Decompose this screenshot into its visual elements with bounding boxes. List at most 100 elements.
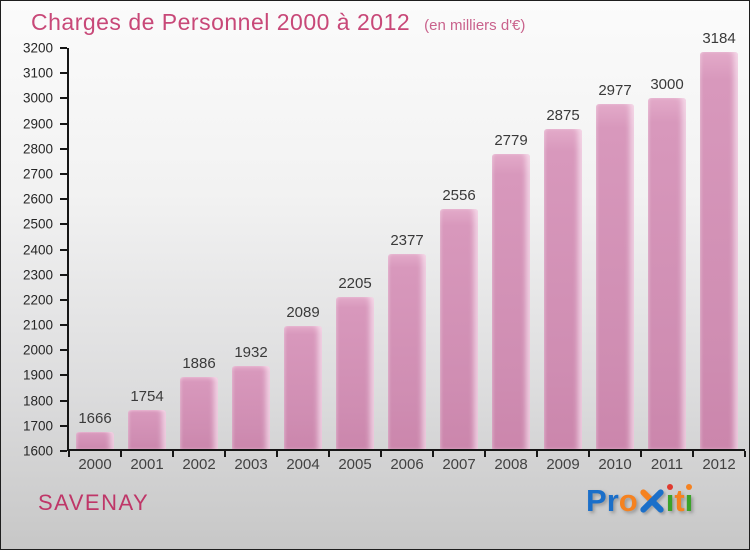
x-axis-label: 2012 (702, 456, 736, 473)
bar-2008 (491, 153, 531, 449)
bar-slot-2003: 1932 2003 (225, 48, 277, 473)
y-axis-tick (60, 399, 67, 402)
bar-slot-2004: 2089 2004 (277, 48, 329, 473)
bar-value-label: 1754 (130, 388, 164, 406)
y-axis-label: 3200 (22, 40, 53, 56)
y-axis-label: 2100 (22, 317, 53, 333)
bar-value-label: 1886 (182, 355, 216, 373)
bar-slot-2009: 2875 2009 (537, 48, 589, 473)
y-axis-label: 2700 (22, 166, 53, 182)
y-axis-label: 2400 (22, 242, 53, 257)
bar-value-label: 2089 (286, 304, 320, 322)
x-axis-label: 2011 (650, 456, 684, 473)
logo-x-icon (640, 489, 664, 513)
bar-2012 (699, 52, 739, 449)
y-axis-tick (60, 374, 67, 377)
bar-value-label: 2205 (338, 275, 372, 293)
bar-slot-2008: 2779 2008 (485, 48, 537, 473)
bar-slot-2007: 2556 2007 (433, 48, 485, 473)
y-axis-label: 2900 (22, 116, 53, 132)
y-axis-label: 1800 (22, 393, 53, 409)
x-axis-label: 2007 (442, 456, 476, 473)
x-axis-tick (535, 451, 538, 457)
y-axis-label: 2300 (22, 267, 53, 283)
bar-2003 (231, 365, 271, 449)
y-axis-tick (60, 223, 67, 226)
bar-value-label: 2377 (390, 232, 424, 250)
chart-subtitle: (en milliers d'€) (424, 17, 526, 34)
bar-2011 (647, 98, 687, 449)
y-axis-tick (60, 450, 67, 452)
bar-value-label: 3184 (702, 30, 736, 48)
bar-2010 (595, 103, 635, 449)
x-axis-tick (380, 451, 382, 457)
x-axis-label: 2006 (390, 456, 424, 473)
y-axis-label: 2800 (22, 141, 53, 157)
logo-letter-r: r (606, 483, 619, 518)
y-axis-label: 3100 (22, 65, 53, 81)
chart-header: Charges de Personnel 2000 à 2012 (en mil… (31, 9, 525, 36)
bar-value-label: 2875 (546, 107, 580, 125)
logo-letter-t: t (674, 483, 685, 518)
bar-slot-2006: 2377 2006 (381, 48, 433, 473)
bar-slot-2011: 3000 2011 (641, 48, 693, 473)
x-axis-label: 2009 (546, 456, 580, 473)
y-axis-tick (60, 198, 67, 201)
y-axis-label: 1700 (22, 418, 53, 434)
x-axis-label: 2000 (78, 456, 112, 473)
bar-value-label: 2556 (442, 187, 476, 205)
bar-slot-2002: 1886 2002 (173, 48, 225, 473)
bar-2002 (179, 377, 219, 449)
y-axis-tick (60, 97, 67, 100)
y-axis-tick (60, 424, 67, 427)
bar-2000 (75, 432, 115, 449)
chart-title: Charges de Personnel 2000 à 2012 (31, 9, 411, 35)
x-axis-label: 2005 (338, 456, 372, 473)
x-axis-tick (68, 451, 70, 457)
y-axis-tick (60, 172, 67, 175)
x-axis-label: 2003 (234, 456, 268, 473)
y-axis-label: 1600 (22, 443, 53, 459)
y-axis-label: 2600 (22, 191, 53, 207)
x-axis-tick (431, 451, 434, 457)
x-axis-label: 2002 (182, 456, 216, 473)
plot-area: 1666 2000 1754 2001 1886 2002 1932 2003 2089 2004… (67, 30, 746, 473)
x-axis-tick (119, 451, 122, 457)
y-axis-tick (60, 47, 67, 49)
x-axis-tick (483, 451, 486, 457)
x-axis-tick (224, 451, 226, 457)
y-axis-label: 2500 (22, 216, 53, 232)
x-axis-label: 2001 (130, 456, 164, 473)
bar-2009 (543, 129, 583, 449)
x-axis-label: 2008 (494, 456, 528, 473)
x-axis-tick (692, 451, 694, 457)
x-axis-tick (588, 451, 590, 457)
bar-2006 (387, 254, 427, 449)
bar-value-label: 3000 (650, 76, 684, 94)
bar-2004 (283, 326, 323, 449)
y-axis-tick (60, 298, 67, 301)
y-axis-label: 2200 (22, 292, 53, 308)
y-axis-tick (60, 349, 67, 352)
logo-letter-i: ı (684, 483, 694, 518)
y-axis-label: 1900 (22, 367, 53, 383)
bar-value-label: 2779 (494, 131, 528, 149)
y-axis-label: 2000 (22, 342, 53, 358)
bar-2005 (335, 297, 375, 449)
bar-2007 (439, 209, 479, 449)
x-axis-tick (640, 451, 642, 457)
y-axis-tick (60, 248, 67, 251)
bar-slot-2012: 3184 2012 (693, 30, 745, 473)
x-axis-tick (328, 451, 330, 457)
bar-2001 (127, 410, 167, 449)
bar-value-label: 1932 (234, 343, 268, 361)
y-axis-tick (60, 147, 67, 150)
x-axis-tick (744, 451, 746, 457)
x-axis-label: 2004 (286, 456, 320, 473)
bar-value-label: 2977 (598, 81, 632, 99)
bar-value-label: 1666 (78, 410, 112, 428)
y-axis-tick (60, 273, 67, 276)
logo-letter-P: P (586, 483, 607, 518)
